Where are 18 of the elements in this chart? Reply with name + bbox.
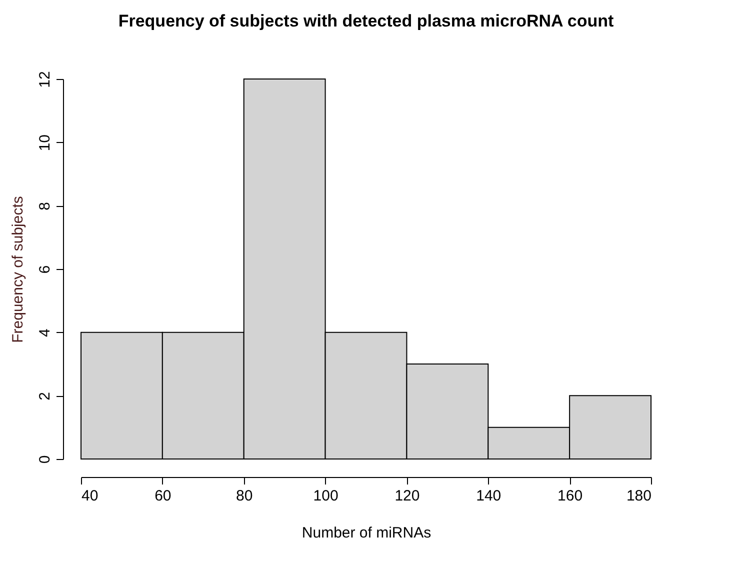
x-tick-label: 180 <box>626 488 652 504</box>
y-tick-label: 12 <box>36 71 54 88</box>
x-tick-label: 100 <box>313 488 338 504</box>
y-tick-label: 8 <box>36 202 54 210</box>
y-tick-label: 0 <box>36 455 54 464</box>
x-tick-label: 140 <box>476 488 502 504</box>
y-tick-label: 4 <box>36 328 54 338</box>
x-tick-label: 120 <box>394 488 420 504</box>
x-tick-label: 40 <box>82 488 98 504</box>
y-tick-label: 10 <box>36 134 54 152</box>
y-axis-title: Frequency of subjects <box>10 196 26 343</box>
x-axis-title: Number of miRNAs <box>302 524 432 542</box>
x-tick-label: 80 <box>236 488 253 504</box>
y-tick-label: 2 <box>36 392 54 400</box>
y-tick-label: 6 <box>36 265 54 274</box>
chart-title: Frequency of subjects with detected plasma microRNA count <box>118 12 614 31</box>
x-tick-label: 160 <box>558 488 583 504</box>
x-tick-label: 60 <box>154 488 172 504</box>
